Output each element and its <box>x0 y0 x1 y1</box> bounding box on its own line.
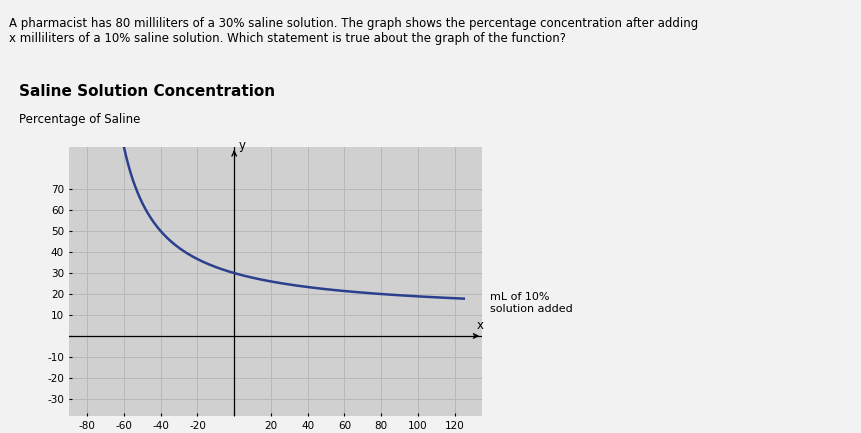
Text: Saline Solution Concentration: Saline Solution Concentration <box>19 84 276 99</box>
Text: y: y <box>238 139 245 152</box>
Text: mL of 10%
solution added: mL of 10% solution added <box>491 292 573 314</box>
Text: x: x <box>477 319 484 332</box>
Text: Percentage of Saline: Percentage of Saline <box>19 113 140 126</box>
Text: A pharmacist has 80 milliliters of a 30% saline solution. The graph shows the pe: A pharmacist has 80 milliliters of a 30%… <box>9 17 698 45</box>
